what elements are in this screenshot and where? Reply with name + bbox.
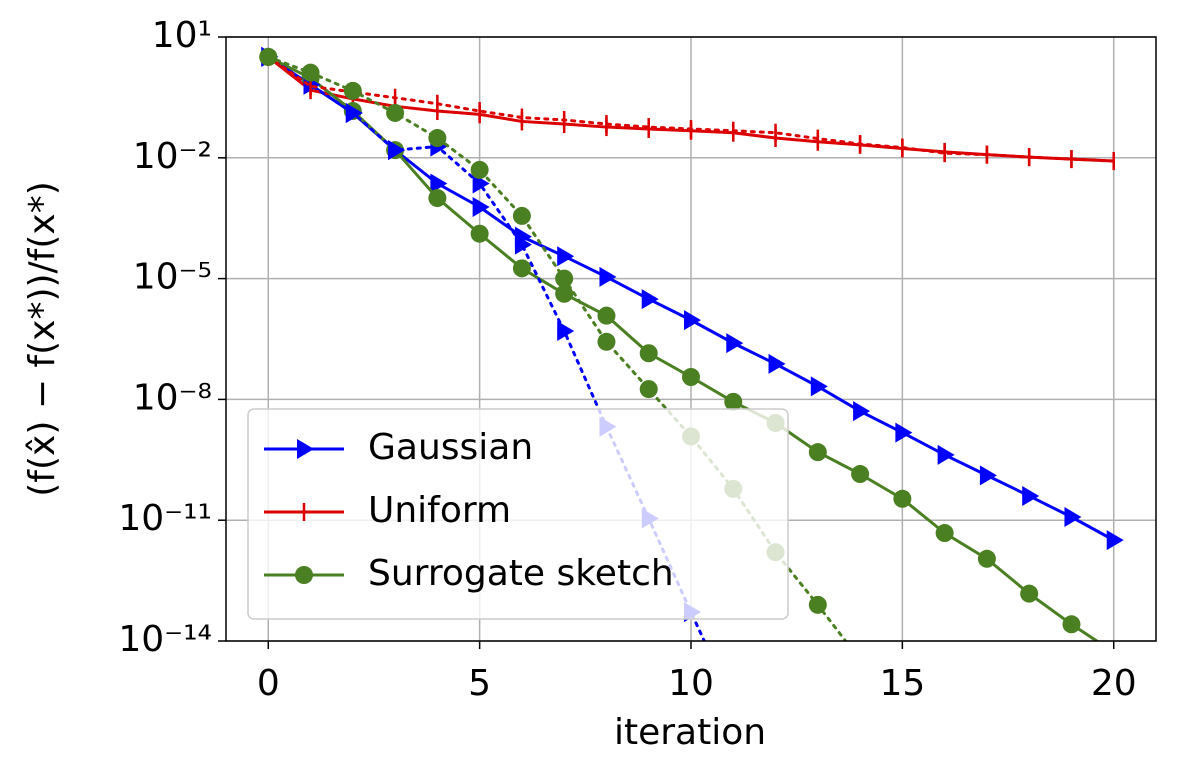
marker <box>472 196 490 217</box>
marker <box>726 333 744 354</box>
marker <box>555 284 574 303</box>
marker <box>345 102 363 123</box>
marker <box>639 344 658 363</box>
marker <box>639 380 658 399</box>
marker <box>851 651 869 669</box>
y-tick-label: 10⁻² <box>133 136 212 177</box>
marker <box>1064 507 1082 528</box>
marker <box>1020 584 1039 603</box>
plot-frame <box>225 36 1157 642</box>
legend-marker <box>295 566 313 584</box>
marker <box>557 246 575 267</box>
marker <box>893 489 912 508</box>
x-tick-label: 15 <box>879 663 925 704</box>
y-axis-label: (f(x̂) − f(x*))/f(x*) <box>22 181 63 496</box>
legend-marker <box>297 439 314 459</box>
x-tick-label: 20 <box>1091 663 1137 704</box>
marker <box>470 224 489 243</box>
marker <box>977 549 996 568</box>
marker <box>1022 485 1040 506</box>
marker <box>472 173 490 194</box>
y-tick-label: 10⁻⁵ <box>133 257 212 298</box>
marker <box>979 465 997 486</box>
marker <box>808 595 827 614</box>
marker <box>597 332 616 351</box>
marker <box>851 465 870 484</box>
marker <box>470 160 489 179</box>
legend-label: Surrogate sketch <box>368 553 674 594</box>
marker <box>810 376 828 397</box>
marker <box>514 234 532 255</box>
marker <box>853 401 871 422</box>
marker <box>599 266 617 287</box>
y-tick-label: 10⁻⁸ <box>133 377 212 418</box>
x-axis-label: iteration <box>614 712 766 753</box>
marker <box>937 444 955 465</box>
marker <box>935 524 954 543</box>
marker <box>259 47 278 66</box>
marker <box>597 306 616 325</box>
marker <box>512 259 531 278</box>
y-tick-label: 10⁻¹⁴ <box>118 619 212 660</box>
y-tick-label: 10¹ <box>152 15 212 56</box>
x-tick-label: 5 <box>468 663 491 704</box>
legend: Gaussian Uniform Surrogate sketch <box>247 408 789 620</box>
marker <box>557 320 575 341</box>
plot-area <box>259 46 1124 669</box>
x-tick-label: 10 <box>668 663 714 704</box>
marker <box>682 367 700 386</box>
marker <box>808 443 827 462</box>
marker <box>1106 530 1124 551</box>
marker <box>768 353 786 374</box>
legend-label: Uniform <box>368 490 511 531</box>
marker <box>388 140 406 161</box>
y-tick-label: 10⁻¹¹ <box>118 498 212 539</box>
marker <box>1062 615 1081 634</box>
marker <box>428 129 447 148</box>
legend-box <box>247 408 789 620</box>
marker <box>724 392 743 411</box>
x-tick-label: 0 <box>257 663 280 704</box>
marker <box>430 173 448 194</box>
marker <box>428 189 447 208</box>
marker <box>684 310 701 331</box>
marker <box>555 269 574 288</box>
marker <box>386 103 405 122</box>
marker <box>343 81 362 100</box>
marker <box>301 63 320 82</box>
marker <box>512 206 531 225</box>
legend-label: Gaussian <box>368 427 533 468</box>
marker <box>641 289 659 310</box>
marker <box>895 422 913 443</box>
